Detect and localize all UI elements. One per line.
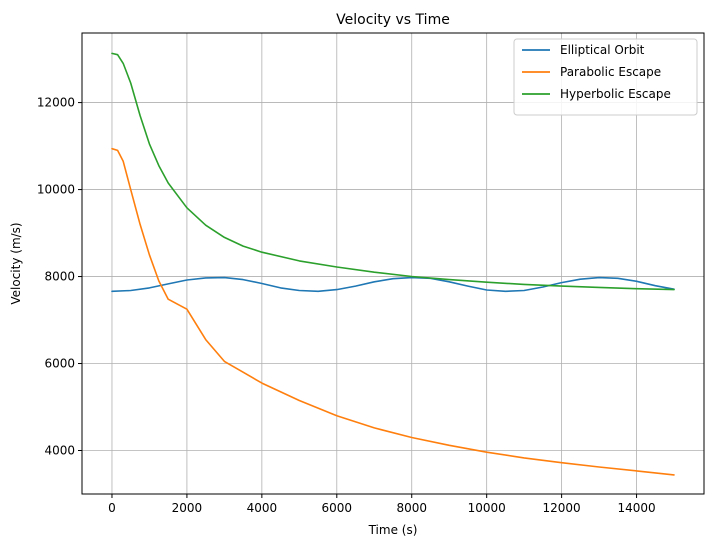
legend: Elliptical Orbit Parabolic Escape Hyperbol… [513,38,698,116]
legend-label-2: Hyperbolic Escape [560,87,671,101]
y-axis-ticks: 4000 6000 8000 10000 12000 [37,96,82,458]
x-tick-label: 12000 [543,501,581,515]
x-tick-label: 0 [108,501,116,515]
y-tick-label: 6000 [44,357,75,371]
series-lines [111,52,675,476]
x-tick-label: 10000 [468,501,506,515]
x-axis-label: Time (s) [368,523,418,537]
x-tick-label: 14000 [617,501,655,515]
x-axis-ticks: 0 2000 4000 6000 8000 10000 12000 14000 [108,494,656,515]
legend-label-1: Parabolic Escape [560,65,661,79]
series-line-2 [111,52,675,291]
y-tick-label: 8000 [44,270,75,284]
plot-area-frame [81,32,705,495]
y-tick-label: 4000 [44,444,75,458]
x-tick-label: 2000 [172,501,203,515]
x-tick-label: 6000 [322,501,353,515]
x-tick-label: 4000 [247,501,278,515]
y-axis-label: Velocity (m/s) [9,222,23,304]
series-line-0 [111,276,675,293]
chart-title: Velocity vs Time [336,12,450,28]
series-line-1 [111,147,675,476]
legend-box [513,38,698,116]
legend-label-0: Elliptical Orbit [560,43,645,57]
y-tick-label: 10000 [37,183,75,197]
y-tick-label: 12000 [37,96,75,110]
x-tick-label: 8000 [396,501,427,515]
